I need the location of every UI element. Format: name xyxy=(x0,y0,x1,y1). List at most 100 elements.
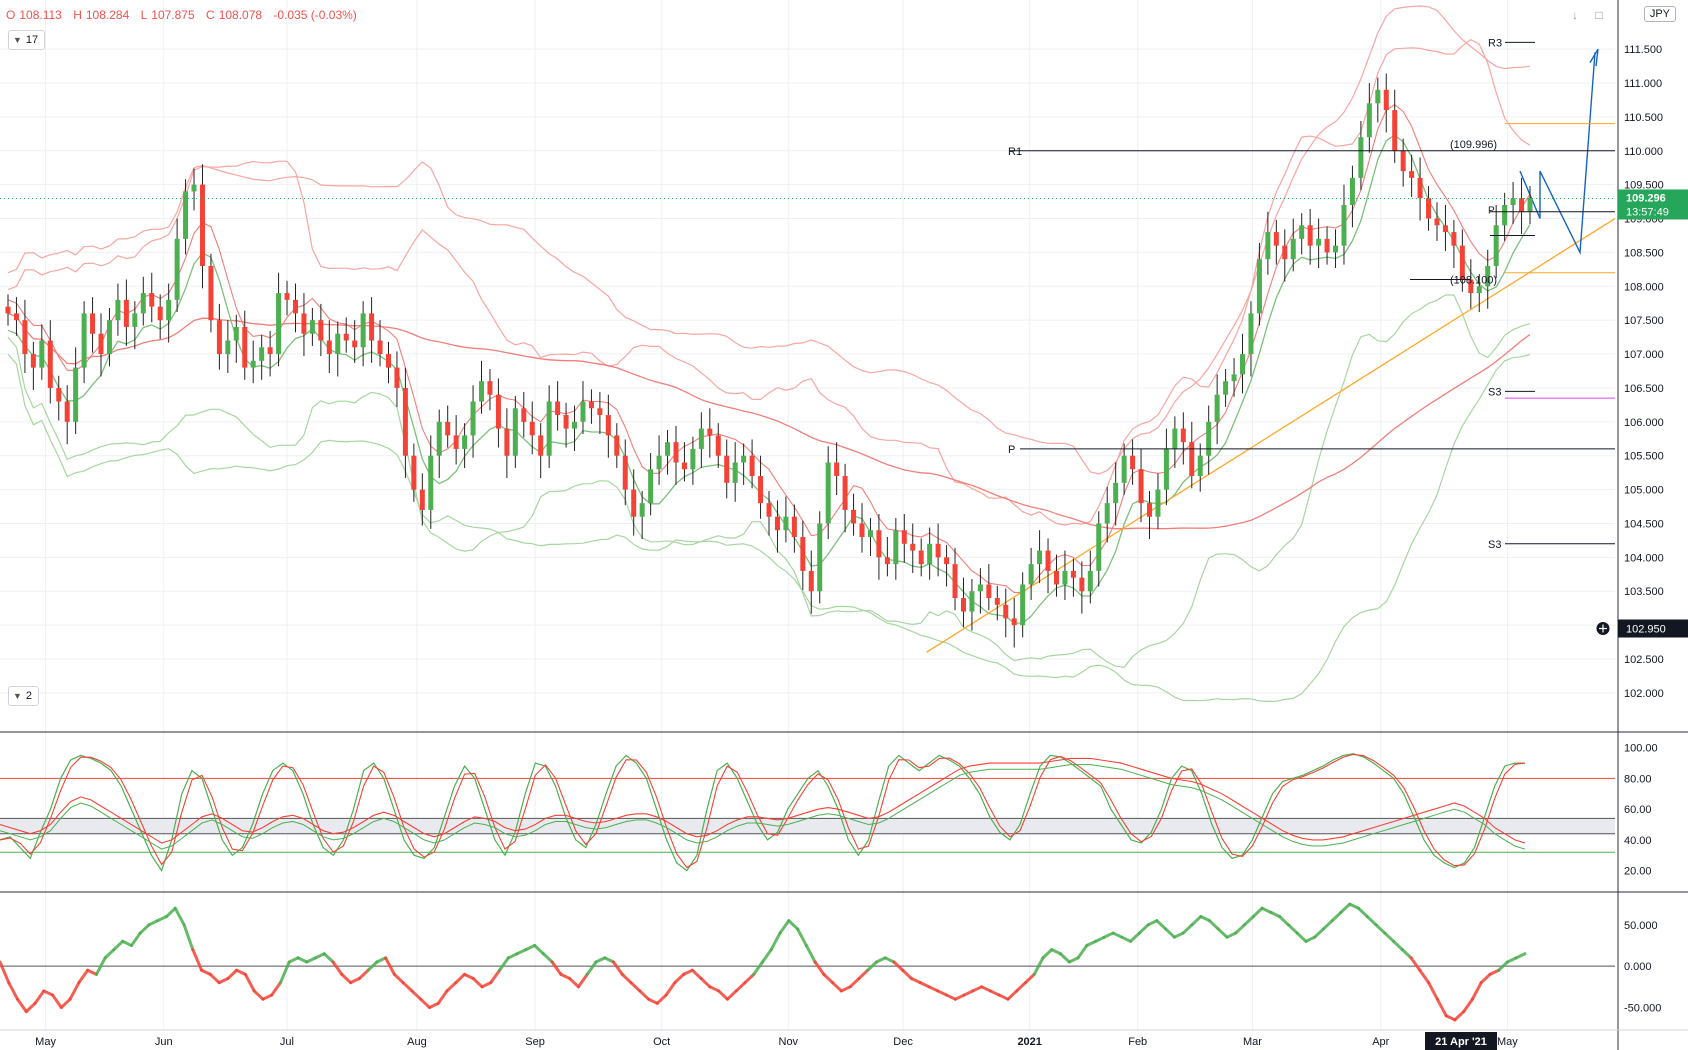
arrow-down-icon[interactable]: ↓ xyxy=(1572,8,1578,22)
oscillator-segment xyxy=(831,981,843,993)
candle-body xyxy=(1485,265,1491,287)
main-indicators-toggle[interactable]: ▼ 17 xyxy=(8,30,46,50)
grid-lines xyxy=(0,0,1615,1030)
candle-body xyxy=(1138,469,1144,504)
candle-body xyxy=(512,408,518,456)
candle-body xyxy=(140,293,146,314)
oscillator-segment xyxy=(7,981,20,1001)
oscillator-segment xyxy=(103,948,116,960)
candle-body xyxy=(5,306,11,314)
oscillator-segment xyxy=(1462,997,1474,1014)
candle-body xyxy=(445,421,451,436)
oscillator-segment xyxy=(357,968,370,981)
stochastic-pane xyxy=(0,753,1615,872)
oscillator-segment xyxy=(1190,915,1203,927)
oscillator-segment xyxy=(112,939,125,952)
upper-band-inner xyxy=(7,38,1531,526)
candle-body xyxy=(1451,232,1457,246)
oscillator-segment xyxy=(226,968,239,981)
oscillator-segment xyxy=(1067,956,1080,964)
candle-body xyxy=(1248,313,1254,355)
candle-body xyxy=(960,598,966,612)
candle-body xyxy=(309,320,315,334)
oscillator-segment xyxy=(1269,910,1282,919)
oscillator-segment xyxy=(839,985,852,993)
candle-body xyxy=(1366,103,1372,138)
candle-body xyxy=(834,462,840,477)
oscillator-segment xyxy=(1207,919,1220,931)
y-tick-label: -50.000 xyxy=(1624,1002,1661,1014)
oscillator-segment xyxy=(585,960,598,976)
pivot-label: S3 xyxy=(1488,386,1501,398)
oscillator-segment xyxy=(1400,948,1413,960)
candle-body xyxy=(1070,570,1076,578)
oscillator-segment xyxy=(1146,919,1159,927)
y-tick-label: 50.000 xyxy=(1624,920,1658,932)
oscillator-segment xyxy=(410,989,423,1001)
y-tick-label: 105.500 xyxy=(1624,451,1664,463)
candle-body xyxy=(1493,225,1499,266)
oscillator-segment xyxy=(138,923,151,935)
oscillator-segment xyxy=(541,952,554,964)
trend-line xyxy=(926,217,1616,653)
pivot-label: R3 xyxy=(1488,37,1502,49)
candle-body xyxy=(326,340,332,355)
candle-body xyxy=(1392,110,1398,151)
countdown-text: 13:57:49 xyxy=(1626,206,1669,218)
oscillator-segment xyxy=(524,943,537,952)
oscillator-segment xyxy=(717,989,729,1001)
candle-body xyxy=(377,340,383,355)
currency-badge[interactable]: JPY xyxy=(1643,6,1676,22)
candle-body xyxy=(1519,198,1525,212)
candle-body xyxy=(994,598,1000,605)
candle-body xyxy=(597,408,603,416)
candle-body xyxy=(386,354,391,368)
x-tick-label: Jul xyxy=(280,1036,294,1048)
oscillator-segment xyxy=(498,956,510,972)
plus-icon xyxy=(1599,624,1607,633)
y-tick-label: 107.500 xyxy=(1624,315,1664,327)
candle-body xyxy=(1163,448,1169,490)
candle-body xyxy=(1476,286,1482,294)
oscillator-segment xyxy=(796,927,808,947)
oscillator-segment xyxy=(1076,943,1089,960)
candle-body xyxy=(47,340,53,388)
oscillator-segment xyxy=(182,923,195,952)
oscillator-segment xyxy=(94,956,107,976)
candle-body xyxy=(216,320,222,355)
candle-body xyxy=(1400,150,1406,172)
stoch-indicators-toggle[interactable]: ▼ 2 xyxy=(8,686,40,706)
oscillator-segment xyxy=(1260,906,1273,914)
candle-body xyxy=(1375,89,1381,104)
candle-body xyxy=(284,293,290,300)
candle-body xyxy=(487,381,493,395)
oscillator-segment xyxy=(24,1001,37,1014)
oscillator-segment xyxy=(331,960,344,976)
oscillator-segment xyxy=(463,972,475,981)
oscillator-segment xyxy=(1006,989,1019,1001)
oscillator-segment xyxy=(270,981,282,997)
oscillator-segment xyxy=(664,981,677,997)
oscillator-pane xyxy=(0,902,1615,1022)
oscillator-segment xyxy=(725,989,738,1001)
oscillator-segment xyxy=(1102,931,1115,939)
oscillator-segment xyxy=(936,989,949,997)
oscillator-segment xyxy=(1330,910,1343,923)
candle-body xyxy=(98,333,104,355)
maximize-icon[interactable]: □ xyxy=(1595,8,1603,22)
oscillator-segment xyxy=(857,968,870,981)
oscillator-segment xyxy=(962,989,975,997)
oscillator-segment xyxy=(629,981,642,993)
candle-body xyxy=(774,516,780,531)
candle-body xyxy=(479,381,485,402)
candle-body xyxy=(1223,381,1229,395)
candle-body xyxy=(673,442,679,463)
oscillator-segment xyxy=(1278,915,1290,927)
candle-body xyxy=(631,489,637,517)
candle-body xyxy=(622,455,628,490)
low-value: 107.875 xyxy=(151,8,195,22)
oscillator-segment xyxy=(980,985,992,993)
oscillator-segment xyxy=(200,968,212,976)
oscillator-segment xyxy=(86,968,98,976)
